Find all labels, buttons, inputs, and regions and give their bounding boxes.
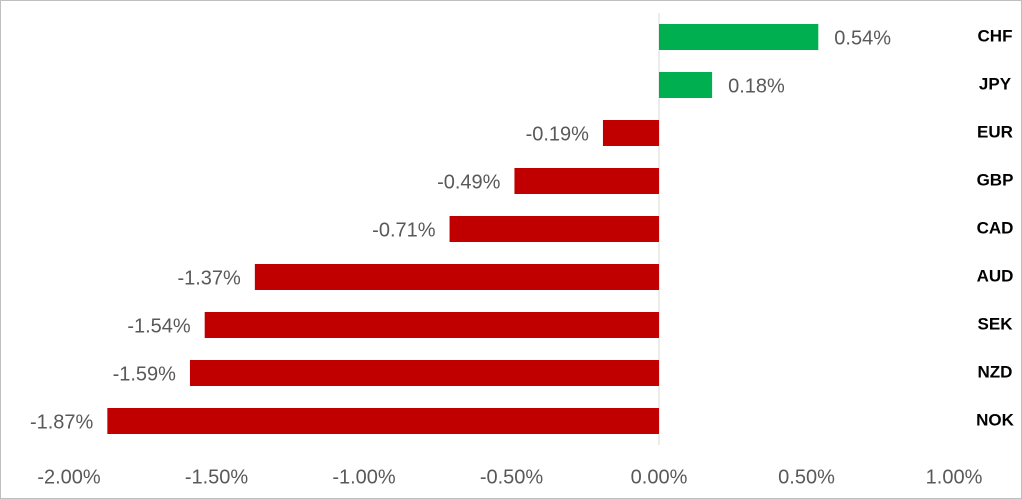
category-label: SEK (978, 314, 1014, 333)
bar (659, 72, 713, 98)
x-tick-label: -2.00% (37, 466, 101, 488)
x-tick-label: 0.50% (778, 466, 835, 488)
category-label: NZD (978, 362, 1013, 381)
category-label: EUR (977, 122, 1013, 141)
value-label: -1.87% (30, 411, 94, 433)
value-label: -0.49% (437, 171, 501, 193)
value-label: -0.19% (526, 123, 590, 145)
x-tick-label: -1.00% (332, 466, 396, 488)
x-tick-label: 1.00% (926, 466, 983, 488)
value-label: -1.59% (113, 363, 177, 385)
bar (204, 312, 659, 338)
x-tick-label: -1.50% (185, 466, 249, 488)
value-label: -1.54% (127, 315, 191, 337)
bar (449, 216, 659, 242)
x-tick-label: -0.50% (480, 466, 544, 488)
category-label: GBP (977, 170, 1014, 189)
bar (602, 120, 659, 146)
category-label: AUD (977, 266, 1014, 285)
value-label: 0.54% (834, 27, 891, 49)
bar (659, 24, 819, 50)
bar (189, 360, 659, 386)
category-label: CAD (977, 218, 1014, 237)
category-label: NOK (976, 410, 1015, 429)
value-label: 0.18% (728, 75, 785, 97)
value-label: -0.71% (372, 219, 436, 241)
bar (514, 168, 659, 194)
category-label: CHF (978, 26, 1013, 45)
bar (254, 264, 659, 290)
x-tick-label: 0.00% (631, 466, 688, 488)
category-label: JPY (979, 74, 1012, 93)
value-label: -1.37% (177, 267, 241, 289)
bar (107, 408, 660, 434)
